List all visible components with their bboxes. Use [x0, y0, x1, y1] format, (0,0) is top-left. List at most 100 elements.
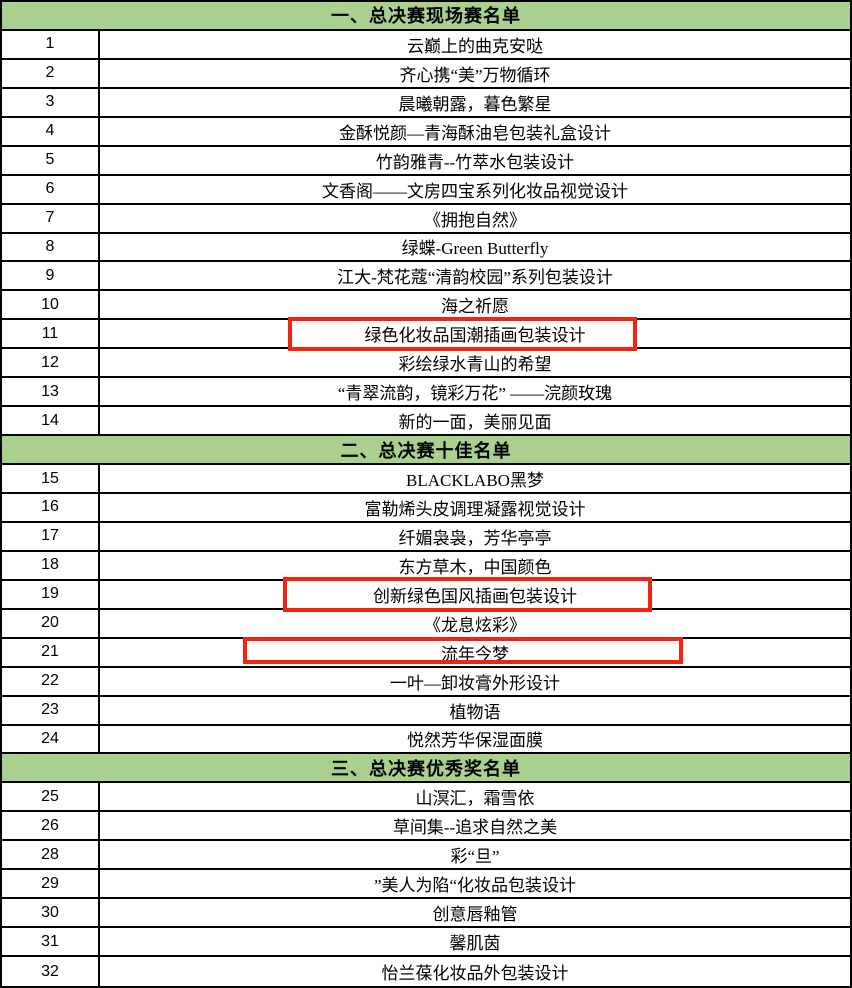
row-number-cell: 23: [2, 696, 100, 724]
entry-name-cell: 彩绘绿水青山的希望: [100, 349, 850, 376]
row-number-cell: 6: [2, 175, 100, 203]
entry-name-cell: 纤媚袅袅，芳华亭亭: [100, 523, 850, 550]
table-row: 22 一叶—卸妆膏外形设计: [2, 667, 850, 697]
entry-name: 文香阁——文房四宝系列化妆品视觉设计: [322, 181, 628, 201]
entry-name-cell: 山溟汇，霜雪依: [100, 783, 850, 810]
entry-name: “青翠流韵，镜彩万花” ——浣颜玫瑰: [337, 384, 613, 404]
row-number-cell: 30: [2, 899, 100, 927]
table-row: 32 怡兰葆化妆品外包装设计: [2, 957, 850, 986]
entry-name-cell: 创新绿色国风插画包装设计: [100, 576, 850, 612]
entry-name: 彩绘绿水青山的希望: [398, 355, 552, 375]
row-number-cell: 26: [2, 812, 100, 840]
entry-name: 金酥悦颜—青海酥油皂包装礼盒设计: [339, 123, 611, 143]
entry-name: 创新绿色国风插画包装设计: [373, 586, 577, 606]
table-row: 14 新的一面，美丽见面: [2, 407, 850, 437]
table-row: 12 彩绘绿水青山的希望: [2, 349, 850, 379]
section-header: 一、总决赛现场赛名单: [2, 2, 850, 31]
entry-name-cell: 怡兰葆化妆品外包装设计: [100, 957, 850, 986]
table-row: 31 馨肌茵: [2, 928, 850, 958]
row-number-cell: 20: [2, 609, 100, 637]
row-number-cell: 8: [2, 233, 100, 261]
entry-name: 植物语: [449, 702, 501, 722]
table-row: 28 彩“旦”: [2, 841, 850, 871]
entry-name-cell: 流年今梦: [100, 636, 850, 666]
table-row: 24 悦然芳华保湿面膜: [2, 725, 850, 755]
entry-name-cell: 东方草木，中国颜色: [100, 552, 850, 579]
row-number-cell: 31: [2, 928, 100, 956]
entry-name: ”美人为陷“化妆品包装设计: [373, 876, 577, 896]
entry-name: 馨肌茵: [449, 934, 501, 954]
row-number-cell: 32: [2, 957, 100, 986]
row-number-cell: 9: [2, 262, 100, 290]
entry-name-cell: BLACKLABO黑梦: [100, 465, 850, 492]
entry-name-cell: 齐心携“美”万物循环: [100, 60, 850, 87]
table-row: 18 东方草木，中国颜色: [2, 551, 850, 581]
entry-name: 草间集--追求自然之美: [392, 818, 558, 838]
row-number-cell: 3: [2, 88, 100, 116]
entry-name-cell: 晨曦朝露，暮色繁星: [100, 89, 850, 116]
table-row: 19 创新绿色国风插画包装设计: [2, 576, 850, 612]
table-row: 26 草间集--追求自然之美: [2, 812, 850, 842]
row-number-cell: 25: [2, 783, 100, 811]
entry-name-cell: 海之祈愿: [100, 291, 850, 318]
entry-name-cell: 竹韵雅青--竹萃水包装设计: [100, 147, 850, 174]
row-number-cell: 14: [2, 407, 100, 435]
row-number-cell: 28: [2, 841, 100, 869]
table-row: 5 竹韵雅青--竹萃水包装设计: [2, 146, 850, 176]
entry-name-cell: 草间集--追求自然之美: [100, 812, 850, 839]
row-number-cell: 11: [2, 320, 100, 348]
entry-name: 流年今梦: [441, 644, 509, 664]
entry-name: 悦然芳华保湿面膜: [407, 731, 543, 751]
entry-name: 云巅上的曲克安哒: [407, 36, 543, 56]
entry-name: 晨曦朝露，暮色繁星: [398, 94, 552, 114]
table-row: 11 绿色化妆品国潮插画包装设计: [2, 317, 850, 352]
row-number-cell: 16: [2, 494, 100, 521]
table-row: 29 ”美人为陷“化妆品包装设计: [2, 870, 850, 900]
entry-name-cell: 《龙息炫彩》: [100, 610, 850, 637]
row-number-cell: 15: [2, 465, 100, 492]
entry-name: 海之祈愿: [441, 297, 509, 317]
table-row: 7 《拥抱自然》: [2, 204, 850, 234]
entry-name: 纤媚袅袅，芳华亭亭: [398, 528, 552, 548]
row-number-cell: 2: [2, 59, 100, 87]
entry-name: 《拥抱自然》: [424, 210, 526, 230]
row-number-cell: 5: [2, 146, 100, 174]
entry-name: 东方草木，中国颜色: [398, 557, 552, 577]
section-header: 三、总决赛优秀奖名单: [2, 754, 850, 784]
entry-name-cell: 富勒烯头皮调理凝露视觉设计: [100, 494, 850, 521]
row-number-cell: 22: [2, 667, 100, 695]
table-row: 10 海之祈愿: [2, 291, 850, 321]
row-number-cell: 17: [2, 522, 100, 550]
entry-name-cell: 新的一面，美丽见面: [100, 407, 850, 434]
entry-name-cell: 一叶—卸妆膏外形设计: [100, 668, 850, 695]
entry-name-cell: 文香阁——文房四宝系列化妆品视觉设计: [100, 176, 850, 203]
table-row: 17 纤媚袅袅，芳华亭亭: [2, 522, 850, 552]
entry-name-cell: 绿色化妆品国潮插画包装设计: [100, 317, 850, 352]
entry-name: 绿色化妆品国潮插画包装设计: [364, 326, 586, 346]
entry-name: BLACKLABO黑梦: [406, 471, 544, 491]
table-row: 23 植物语: [2, 696, 850, 726]
row-number-cell: 13: [2, 378, 100, 406]
row-number-cell: 12: [2, 349, 100, 377]
entry-name: 一叶—卸妆膏外形设计: [390, 673, 560, 693]
table-row: 1 云巅上的曲克安哒: [2, 30, 850, 60]
table-row: 21 流年今梦: [2, 636, 850, 668]
row-number-cell: 1: [2, 30, 100, 58]
entry-name-cell: 馨肌茵: [100, 928, 850, 955]
table-row: 2 齐心携“美”万物循环: [2, 59, 850, 89]
table-row: 16 富勒烯头皮调理凝露视觉设计: [2, 494, 850, 523]
table-row: 6 文香阁——文房四宝系列化妆品视觉设计: [2, 175, 850, 205]
row-number-cell: 21: [2, 638, 100, 666]
entry-name: 竹韵雅青--竹萃水包装设计: [375, 152, 575, 172]
table-row: 3 晨曦朝露，暮色繁星: [2, 88, 850, 118]
entry-name-cell: 植物语: [100, 697, 850, 724]
entry-name-cell: 悦然芳华保湿面膜: [100, 726, 850, 753]
table-row: 8 绿蝶-Green Butterfly: [2, 233, 850, 263]
entry-name: 创意唇釉管: [432, 905, 518, 925]
table-row: 4 金酥悦颜—青海酥油皂包装礼盒设计: [2, 117, 850, 147]
entry-name-cell: 绿蝶-Green Butterfly: [100, 234, 850, 261]
row-number-cell: 7: [2, 204, 100, 232]
row-number-cell: 24: [2, 725, 100, 753]
entry-name-cell: 江大-梵花蔻“清韵校园”系列包装设计: [100, 262, 850, 289]
row-number-cell: 4: [2, 117, 100, 145]
